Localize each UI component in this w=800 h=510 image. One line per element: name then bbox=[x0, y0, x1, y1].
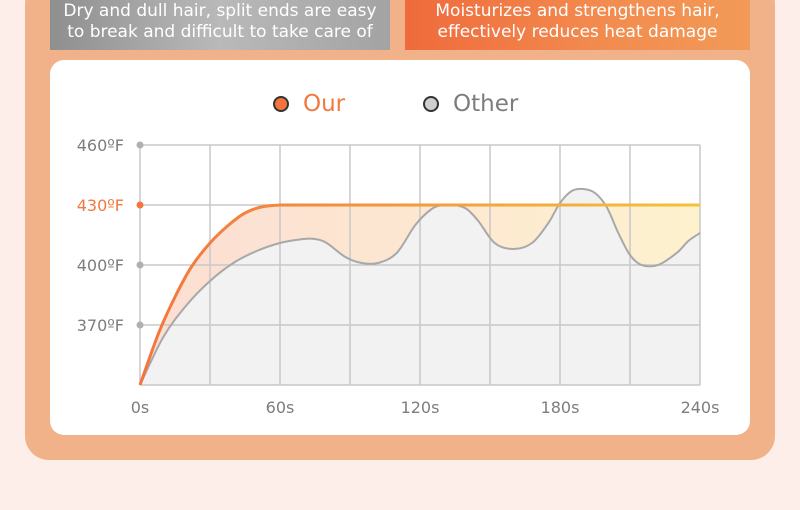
legend-our-dot-icon bbox=[273, 96, 289, 112]
y-tick-marker bbox=[136, 321, 144, 329]
other-banner-line-1: Dry and dull hair, split ends are easy bbox=[63, 1, 377, 21]
y-tick-label: 430ºF bbox=[77, 196, 124, 215]
x-tick-label: 120s bbox=[401, 398, 440, 417]
x-tick-label: 180s bbox=[541, 398, 580, 417]
x-tick-label: 240s bbox=[681, 398, 720, 417]
legend-our-label: Our bbox=[303, 91, 346, 117]
our-banner-line-1: Moisturizes and strengthens hair, bbox=[435, 1, 720, 21]
legend-our: Our bbox=[273, 89, 345, 119]
x-tick-label: 60s bbox=[266, 398, 295, 417]
y-tick-marker bbox=[136, 141, 144, 149]
y-tick-label: 370ºF bbox=[77, 316, 124, 335]
legend-other-dot-icon bbox=[423, 96, 439, 112]
y-tick-marker bbox=[136, 201, 144, 209]
series-our-line bbox=[138, 203, 700, 386]
y-tick-marker bbox=[136, 261, 144, 269]
other-product-banner: Dry and dull hair, split ends are easy t… bbox=[50, 0, 390, 50]
our-product-banner: Moisturizes and strengthens hair, effect… bbox=[405, 0, 750, 50]
y-tick-label: 460ºF bbox=[77, 136, 124, 155]
y-tick-label: 400ºF bbox=[77, 256, 124, 275]
other-banner-line-2: to break and difficult to take care of bbox=[67, 22, 373, 42]
legend-other: Other bbox=[423, 89, 518, 119]
legend-other-label: Other bbox=[453, 91, 519, 117]
our-banner-line-2: effectively reduces heat damage bbox=[437, 22, 718, 42]
x-tick-label: 0s bbox=[131, 398, 150, 417]
